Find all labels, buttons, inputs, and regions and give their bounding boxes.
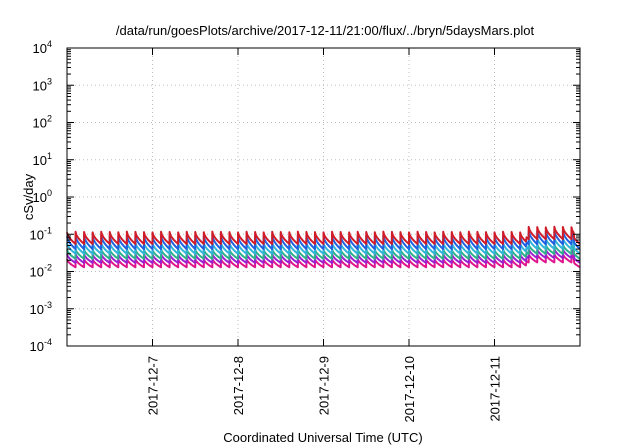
series-group [66, 225, 581, 269]
y-tick-label: 10-3 [30, 300, 52, 317]
y-tick-label: 102 [33, 114, 52, 131]
x-axis-label: Coordinated Universal Time (UTC) [223, 430, 422, 445]
x-tick-label: 2017-12-9 [317, 356, 332, 415]
y-tick-label: 101 [33, 151, 52, 168]
y-tick-label: 103 [33, 76, 52, 93]
x-tick-label: 2017-12-11 [488, 356, 503, 422]
y-tick-label: 104 [33, 39, 52, 56]
y-axis-label: cSv/day [21, 173, 36, 220]
x-tick-label: 2017-12-10 [402, 356, 417, 423]
y-tick-label: 10-1 [30, 225, 52, 242]
grid [67, 48, 580, 346]
ticks [67, 47, 580, 347]
y-tick-label: 10-4 [30, 337, 52, 354]
series-line-6 [66, 225, 581, 245]
x-tick-labels: 2017-12-7 2017-12-8 2017-12-9 2017-12-10 201… [146, 356, 503, 423]
y-tick-label: 10-2 [30, 263, 52, 280]
x-tick-label: 2017-12-7 [146, 356, 161, 415]
chart-title: /data/run/goesPlots/archive/2017-12-11/2… [116, 23, 535, 38]
x-tick-label: 2017-12-8 [231, 356, 246, 415]
